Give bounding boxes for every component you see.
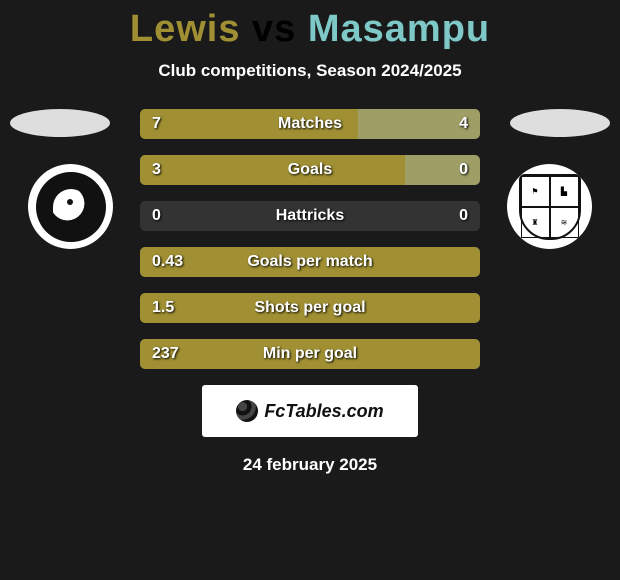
subtitle: Club competitions, Season 2024/2025: [0, 61, 620, 81]
left-club-badge: [28, 164, 113, 249]
title-left: Lewis: [130, 8, 241, 50]
logo-text: FcTables.com: [264, 401, 383, 422]
stat-label: Goals per match: [140, 247, 480, 277]
stat-row: 00Hattricks: [140, 201, 480, 231]
stat-label: Min per goal: [140, 339, 480, 369]
shield-q1: ⚑: [521, 176, 550, 207]
right-club-badge: ⚑ ▙ ♜ ≋: [507, 164, 592, 249]
date-text: 24 february 2025: [0, 455, 620, 475]
stat-row: 237Min per goal: [140, 339, 480, 369]
title-vs: vs: [240, 8, 307, 50]
stat-row: 0.43Goals per match: [140, 247, 480, 277]
stat-row: 30Goals: [140, 155, 480, 185]
stat-bars: 74Matches 30Goals 00Hattricks 0.43Goals per…: [140, 109, 480, 369]
fctables-logo: FcTables.com: [202, 385, 418, 437]
stat-label: Hattricks: [140, 201, 480, 231]
shield-q4: ≋: [550, 207, 579, 238]
shield-q3: ♜: [521, 207, 550, 238]
stat-row: 74Matches: [140, 109, 480, 139]
stat-label: Shots per goal: [140, 293, 480, 323]
page-title: Lewis vs Masampu: [0, 0, 620, 51]
comparison-panel: ⚑ ▙ ♜ ≋ 74Matches 30Goals 00Hattricks 0.43G…: [0, 109, 620, 369]
right-player-ellipse: [510, 109, 610, 137]
stat-row: 1.5Shots per goal: [140, 293, 480, 323]
ball-icon: [236, 400, 258, 422]
shield-icon: ⚑ ▙ ♜ ≋: [519, 174, 581, 240]
shield-q2: ▙: [550, 176, 579, 207]
stat-label: Goals: [140, 155, 480, 185]
left-player-ellipse: [10, 109, 110, 137]
bird-icon: [53, 189, 89, 225]
title-right: Masampu: [308, 8, 490, 50]
badge-circle: [36, 172, 106, 242]
stat-label: Matches: [140, 109, 480, 139]
